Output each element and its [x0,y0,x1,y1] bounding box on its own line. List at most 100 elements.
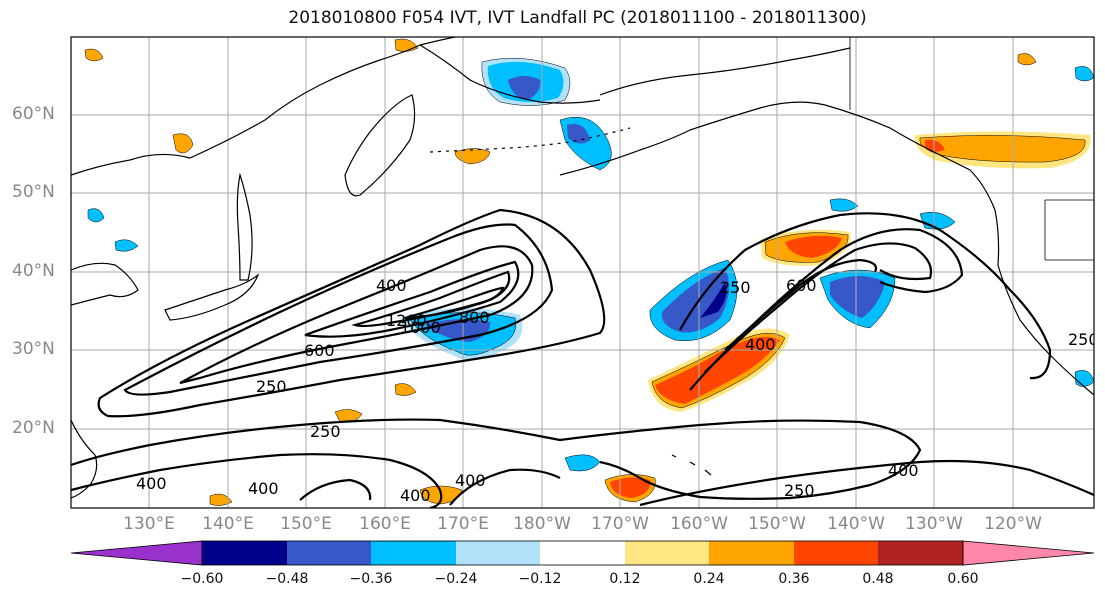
anomaly-positive-tiny6 [209,493,233,506]
contour-400-southeast [639,459,1094,507]
colorbar-segment [625,541,709,565]
contour-label: 400 [136,474,167,493]
contour-250-west [97,208,606,418]
contour-label: 250 [720,278,751,297]
anomaly-positive-tiny3 [84,48,104,62]
contour-label: 250 [1068,330,1099,349]
lon-label: 160°W [670,514,728,534]
anomaly-positive-kuril [454,148,491,165]
colorbar-segment [287,541,371,565]
contour-label: 1000 [400,318,441,337]
anomaly-negative-tiny6 [1074,370,1094,387]
contour-label: 800 [459,308,490,327]
colorbar-segment [540,541,625,565]
contour-labels: 400 1200 1000 800 600 250 250 400 400 40… [136,276,1099,505]
map-frame [70,36,1095,509]
colorbar-tick: 0.60 [947,571,979,587]
anomaly-negative-tiny4 [1074,66,1094,82]
contour-label: 1200 [386,311,427,330]
coastlines [71,37,1094,499]
colorbar-tick: −0.36 [349,571,393,587]
contour-label: 400 [400,486,431,505]
anomaly-negative-tiny5 [829,198,859,212]
ivt-contours [71,208,1094,508]
colorbar-segment [371,541,456,565]
colorbar-outline [201,540,964,566]
contour-400-south [71,453,443,508]
lon-label: 140°E [202,514,254,534]
anomaly-negative-140w-core [830,276,885,318]
lat-label: 30°N [12,339,55,359]
contour-label: 400 [376,276,407,295]
colorbar-segment [878,541,963,565]
colorbar-segment [456,541,540,565]
anomaly-negative-alaska-upper-core [567,124,590,144]
contour-600-west [179,245,534,385]
contour-1200-west [404,286,505,320]
contour-label: 400 [455,471,486,490]
lon-label: 120°W [984,514,1042,534]
contour-400-east [704,242,933,373]
lon-label: 160°E [359,514,411,534]
lon-label: 180°W [513,514,571,534]
lon-label: 150°W [748,514,806,534]
colorbar-tick: −0.48 [265,571,309,587]
graticule [71,37,1094,508]
contour-label: 250 [310,422,341,441]
lon-label: 170°E [437,514,489,534]
anomaly-negative-tiny1 [87,208,105,223]
colorbar-tick: −0.12 [518,571,562,587]
lon-label: 130°W [905,514,963,534]
anomaly-positive-tiny2 [394,383,417,396]
anomaly-negative-150w-deep [700,282,727,318]
contour-label: 400 [248,479,279,498]
contour-250-east-outer [679,212,1052,380]
contour-600-east [724,258,878,351]
anomaly-positive-tiny5 [1017,53,1037,66]
anomaly-negative-bering-core [508,76,541,100]
colorbar-segment [202,541,287,565]
anomaly-positive-canada-core [925,139,945,152]
lon-label: 150°E [280,514,332,534]
anomaly-negative-south [564,454,601,472]
lat-label: 60°N [12,104,55,124]
colorbar-tick: 0.36 [778,571,810,587]
anomaly-positive-left [172,133,194,154]
contour-label: 250 [784,481,815,500]
contour-400-west [123,223,554,396]
contour-label: 250 [256,377,287,396]
colorbar-tick: 0.48 [862,571,894,587]
lat-label: 50°N [12,182,55,202]
anomaly-positive-front-core [655,336,780,404]
colorbar-extend-right [962,540,1095,566]
colorbar [70,540,1095,566]
anomaly-negative-tiny3 [919,212,956,230]
colorbar-segment [794,541,878,565]
anomaly-positive-40n-core [785,235,842,258]
colorbar-tick: 0.12 [609,571,641,587]
contour-label: 400 [745,335,776,354]
contour-400-island [299,478,372,501]
colorbar-tick: 0.24 [693,571,725,587]
lat-label: 20°N [12,418,55,438]
contour-250-south [71,418,922,500]
contour-label: 600 [786,276,817,295]
lon-label: 170°W [591,514,649,534]
contour-400-mid [449,468,561,506]
colorbar-segment [709,541,794,565]
lon-label: 140°W [827,514,885,534]
lon-label: 130°E [123,514,175,534]
colorbar-tick: −0.24 [434,571,478,587]
anomaly-positive-tiny4 [394,38,419,52]
lat-label: 40°N [12,261,55,281]
contour-800-west [304,260,520,338]
map-title: 2018010800 F054 IVT, IVT Landfall PC (20… [288,8,867,28]
anomaly-negative-tiny2 [114,239,139,252]
contour-label: 400 [888,461,919,480]
colorbar-extend-left [70,540,203,566]
contour-1000-west [351,270,511,328]
contour-label: 600 [304,341,335,360]
anomaly-positive-canada-mid [919,135,1086,163]
colorbar-tick: −0.60 [180,571,224,587]
